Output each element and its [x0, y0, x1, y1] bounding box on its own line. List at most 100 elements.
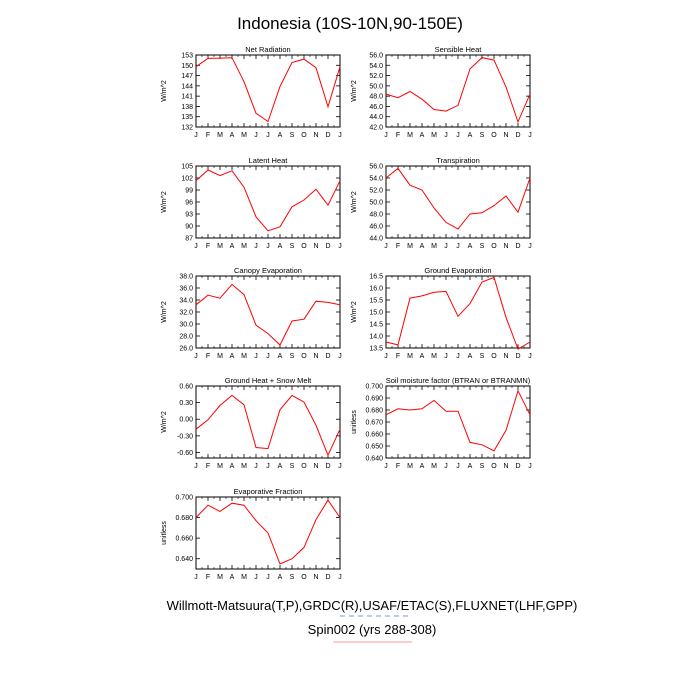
x-tick-label: D [325, 574, 330, 581]
panel-title: Ground Evaporation [424, 266, 491, 275]
x-tick-label: J [338, 243, 342, 250]
y-tick-label: 52.0 [369, 188, 383, 195]
x-tick-label: O [491, 132, 497, 139]
x-tick-label: S [480, 353, 485, 360]
x-tick-label: J [338, 574, 342, 581]
y-tick-label: 50.0 [369, 83, 383, 90]
x-tick-label: O [301, 132, 307, 139]
x-tick-label: M [407, 353, 413, 360]
y-tick-label: 0.660 [175, 536, 193, 543]
y-tick-label: 132 [181, 125, 193, 132]
main-title: Indonesia (10S-10N,90-150E) [237, 14, 463, 33]
x-tick-label: F [206, 574, 210, 581]
series-line [195, 499, 341, 565]
y-tick-label: 93 [185, 212, 193, 219]
panel-title: Canopy Evaporation [234, 266, 302, 275]
x-tick-label: J [338, 132, 342, 139]
y-tick-label: 138 [181, 104, 193, 111]
x-tick-label: J [528, 353, 532, 360]
x-tick-label: F [396, 463, 400, 470]
x-tick-label: M [431, 463, 437, 470]
x-tick-label: M [241, 132, 247, 139]
y-tick-label: 46.0 [369, 224, 383, 231]
x-tick-label: A [420, 243, 425, 250]
y-tick-label: -0.30 [177, 433, 193, 440]
series-line [385, 276, 531, 350]
y-axis-label: unitless [161, 521, 168, 545]
plot-frame [385, 54, 531, 128]
x-tick-label: J [338, 463, 342, 470]
y-tick-label: 0.60 [179, 384, 193, 391]
x-tick-label: A [230, 574, 235, 581]
plot-frame [385, 275, 531, 349]
x-tick-label: J [444, 132, 448, 139]
y-tick-label: 0.680 [365, 408, 383, 415]
x-tick-label: O [491, 353, 497, 360]
x-tick-label: A [278, 132, 283, 139]
y-tick-label: 0.640 [175, 556, 193, 563]
y-tick-label: 102 [181, 176, 193, 183]
chart-panel: Soil moisture factor (BTRAN or BTRANMN) u… [351, 376, 532, 470]
x-tick-label: M [241, 574, 247, 581]
y-tick-label: 48.0 [369, 212, 383, 219]
y-tick-label: 15.0 [369, 310, 383, 317]
y-tick-label: 48.0 [369, 94, 383, 101]
y-tick-label: 34.0 [179, 298, 193, 305]
x-tick-label: J [338, 353, 342, 360]
y-tick-label: 135 [181, 114, 193, 121]
x-tick-label: J [444, 463, 448, 470]
y-axis-label: W/m^2 [351, 301, 358, 323]
series-line [385, 57, 531, 124]
plot-frame [195, 54, 341, 128]
x-tick-label: D [515, 353, 520, 360]
plot-frame [385, 165, 531, 239]
x-tick-label: J [194, 463, 198, 470]
y-axis-label: W/m^2 [161, 80, 168, 102]
x-tick-label: N [503, 243, 508, 250]
x-tick-label: N [313, 574, 318, 581]
y-axis-label: W/m^2 [161, 301, 168, 323]
y-tick-label: 42.0 [369, 125, 383, 132]
y-tick-label: 90 [185, 224, 193, 231]
x-tick-label: M [241, 243, 247, 250]
x-tick-label: S [480, 463, 485, 470]
x-tick-label: M [241, 353, 247, 360]
x-tick-label: M [407, 463, 413, 470]
x-tick-label: O [301, 353, 307, 360]
x-tick-label: A [420, 132, 425, 139]
x-tick-label: D [325, 243, 330, 250]
x-tick-label: J [194, 243, 198, 250]
x-tick-label: A [468, 353, 473, 360]
footer-line1: Willmott-Matsuura(T,P),GRDC(R),USAF/ETAC… [167, 598, 578, 613]
x-tick-label: N [503, 463, 508, 470]
x-tick-label: F [206, 243, 210, 250]
y-axis-label: unitless [351, 410, 358, 434]
x-tick-label: F [396, 243, 400, 250]
x-tick-label: N [313, 243, 318, 250]
y-tick-label: 26.0 [179, 346, 193, 353]
x-tick-label: A [468, 463, 473, 470]
panel-title: Latent Heat [249, 156, 289, 165]
x-tick-label: D [515, 243, 520, 250]
footer-line2: Spin002 (yrs 288-308) [308, 622, 437, 637]
x-tick-label: M [241, 463, 247, 470]
x-tick-label: J [194, 353, 198, 360]
x-tick-label: F [396, 353, 400, 360]
y-axis-label: W/m^2 [161, 191, 168, 213]
panel-title: Transpiration [436, 156, 480, 165]
x-tick-label: J [528, 132, 532, 139]
x-tick-label: A [468, 132, 473, 139]
x-tick-label: A [278, 463, 283, 470]
y-tick-label: 141 [181, 94, 193, 101]
x-tick-label: J [456, 353, 460, 360]
y-tick-label: 144 [181, 83, 193, 90]
y-axis-label: W/m^2 [351, 191, 358, 213]
series-line [385, 389, 531, 452]
y-tick-label: 46.0 [369, 104, 383, 111]
x-tick-label: S [480, 243, 485, 250]
x-tick-label: O [491, 243, 497, 250]
